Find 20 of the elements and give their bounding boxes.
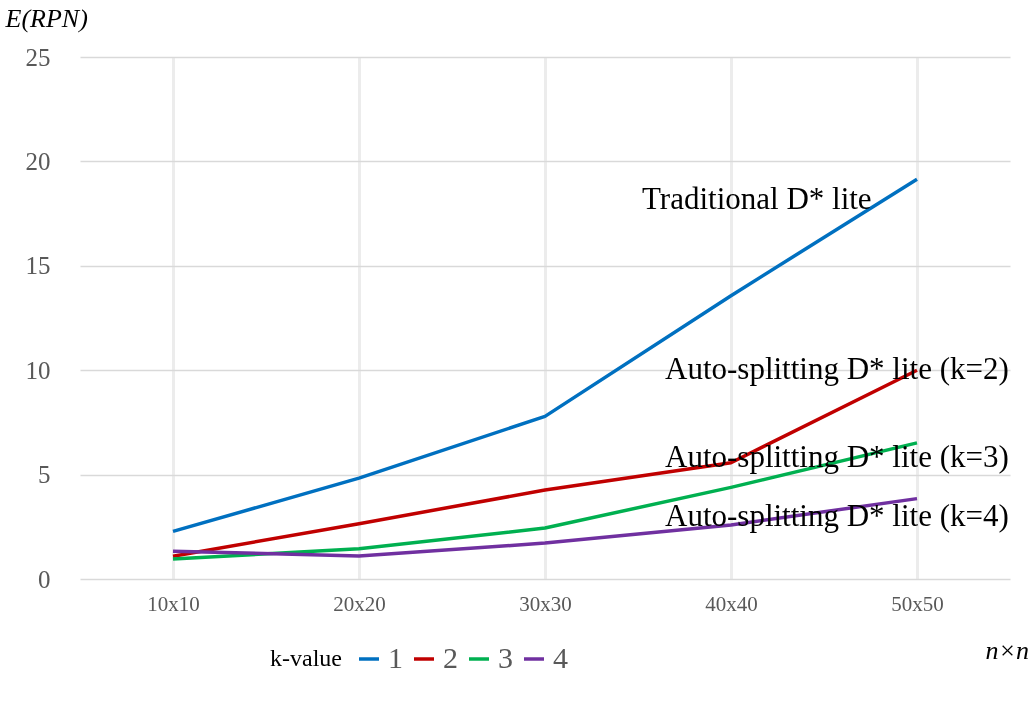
legend-label: 2 <box>443 641 458 674</box>
y-tick-label: 25 <box>25 43 51 71</box>
y-tick-label: 10 <box>25 356 51 384</box>
x-axis-title: n×n <box>985 635 1030 665</box>
x-tick-label: 50x50 <box>891 591 944 616</box>
x-tick-label: 20x20 <box>333 591 386 616</box>
y-tick-label: 15 <box>25 252 51 280</box>
x-tick-label: 40x40 <box>705 591 758 616</box>
x-tick-label: 10x10 <box>147 591 200 616</box>
y-tick-label: 5 <box>38 461 51 489</box>
legend-title: k-value <box>270 645 342 671</box>
legend-label: 3 <box>498 641 513 674</box>
x-tick-label: 30x30 <box>519 591 572 616</box>
y-tick-label: 0 <box>38 565 51 593</box>
legend-label: 4 <box>553 641 568 674</box>
legend-label: 1 <box>388 641 403 674</box>
annotation: Traditional D* lite <box>642 181 872 216</box>
y-axis-title: E(RPN) <box>4 3 88 33</box>
annotation: Auto-splitting D* lite (k=2) <box>665 351 1009 386</box>
y-tick-label: 20 <box>25 147 51 175</box>
